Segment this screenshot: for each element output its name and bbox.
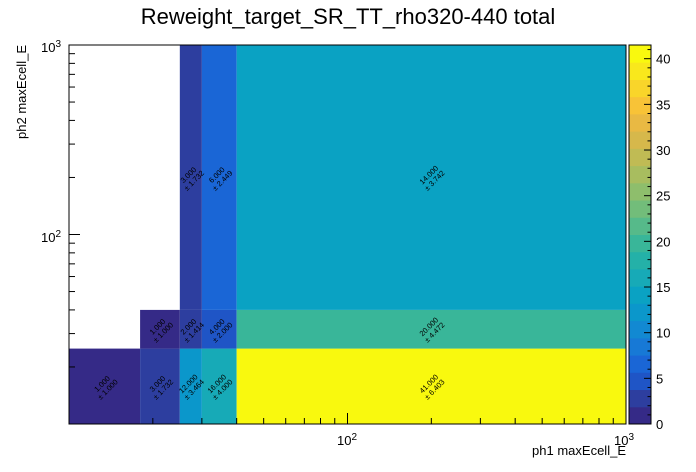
colorbar-swatch [629, 355, 651, 373]
colorbar-swatch [629, 251, 651, 270]
heatmap-cell [179, 348, 202, 424]
colorbar-swatch [629, 62, 651, 80]
colorbar-swatch [629, 200, 651, 218]
colorbar-frame [628, 44, 652, 425]
colorbar-swatch [629, 113, 651, 132]
colorbar [628, 44, 652, 425]
colorbar-swatch [629, 131, 651, 149]
x-axis-ticks [68, 413, 627, 424]
colorbar-swatch [629, 268, 651, 287]
heatmap-cell [179, 45, 202, 310]
colorbar-tick-label: 20 [656, 234, 670, 249]
colorbar-swatch [629, 320, 651, 339]
heatmap-cell [179, 309, 202, 349]
colorbar-swatch [629, 337, 651, 356]
colorbar-tick-label: 0 [656, 417, 663, 432]
colorbar-tick-label: 30 [656, 143, 670, 158]
colorbar-swatch [629, 96, 651, 115]
chart-title: Reweight_target_SR_TT_rho320-440 total [141, 4, 556, 29]
y-tick-label-100: 102 [41, 229, 61, 245]
y-axis-ticks [69, 44, 80, 425]
colorbar-swatch [629, 406, 651, 425]
colorbar-tick-label: 40 [656, 52, 670, 67]
y-tick-label-1000: 103 [41, 39, 61, 55]
colorbar-tick-label: 15 [656, 280, 670, 295]
colorbar-swatch [629, 286, 651, 304]
heatmap-cell [201, 309, 237, 349]
colorbar-swatch [629, 303, 651, 322]
colorbar-swatch [629, 372, 651, 391]
colorbar-tick-label: 10 [656, 326, 670, 341]
colorbar-swatch [629, 148, 651, 167]
colorbar-swatch [629, 45, 651, 63]
cell-value-label: 2.000± 1.414 [176, 315, 206, 345]
colorbar-swatch [629, 79, 651, 98]
heatmap-cell [140, 309, 180, 349]
heatmap-cell [201, 348, 237, 424]
heatmap-cell [236, 309, 626, 349]
heatmap-cell [236, 45, 626, 310]
heatmap-cell [201, 45, 237, 310]
colorbar-swatch [629, 165, 651, 184]
colorbar-swatch [629, 217, 651, 235]
colorbar-swatch [629, 389, 651, 408]
colorbar-swatch [629, 182, 651, 201]
colorbar-ticks: 0 5 10 15 20 25 30 35 40 [644, 49, 670, 432]
colorbar-tick-label: 25 [656, 189, 670, 204]
heatmap-cells [69, 45, 626, 424]
colorbar-swatch [629, 234, 651, 253]
colorbar-tick-label: 35 [656, 97, 670, 112]
heatmap-cell [140, 348, 180, 424]
x-axis-label: ph1 maxEcell_E [532, 443, 626, 458]
y-axis-label: ph2 maxEcell_E [14, 45, 29, 139]
heatmap-cell [236, 348, 626, 424]
heatmap-cell [69, 348, 141, 424]
colorbar-tick-label: 5 [656, 371, 663, 386]
x-tick-label-100: 102 [337, 432, 357, 448]
